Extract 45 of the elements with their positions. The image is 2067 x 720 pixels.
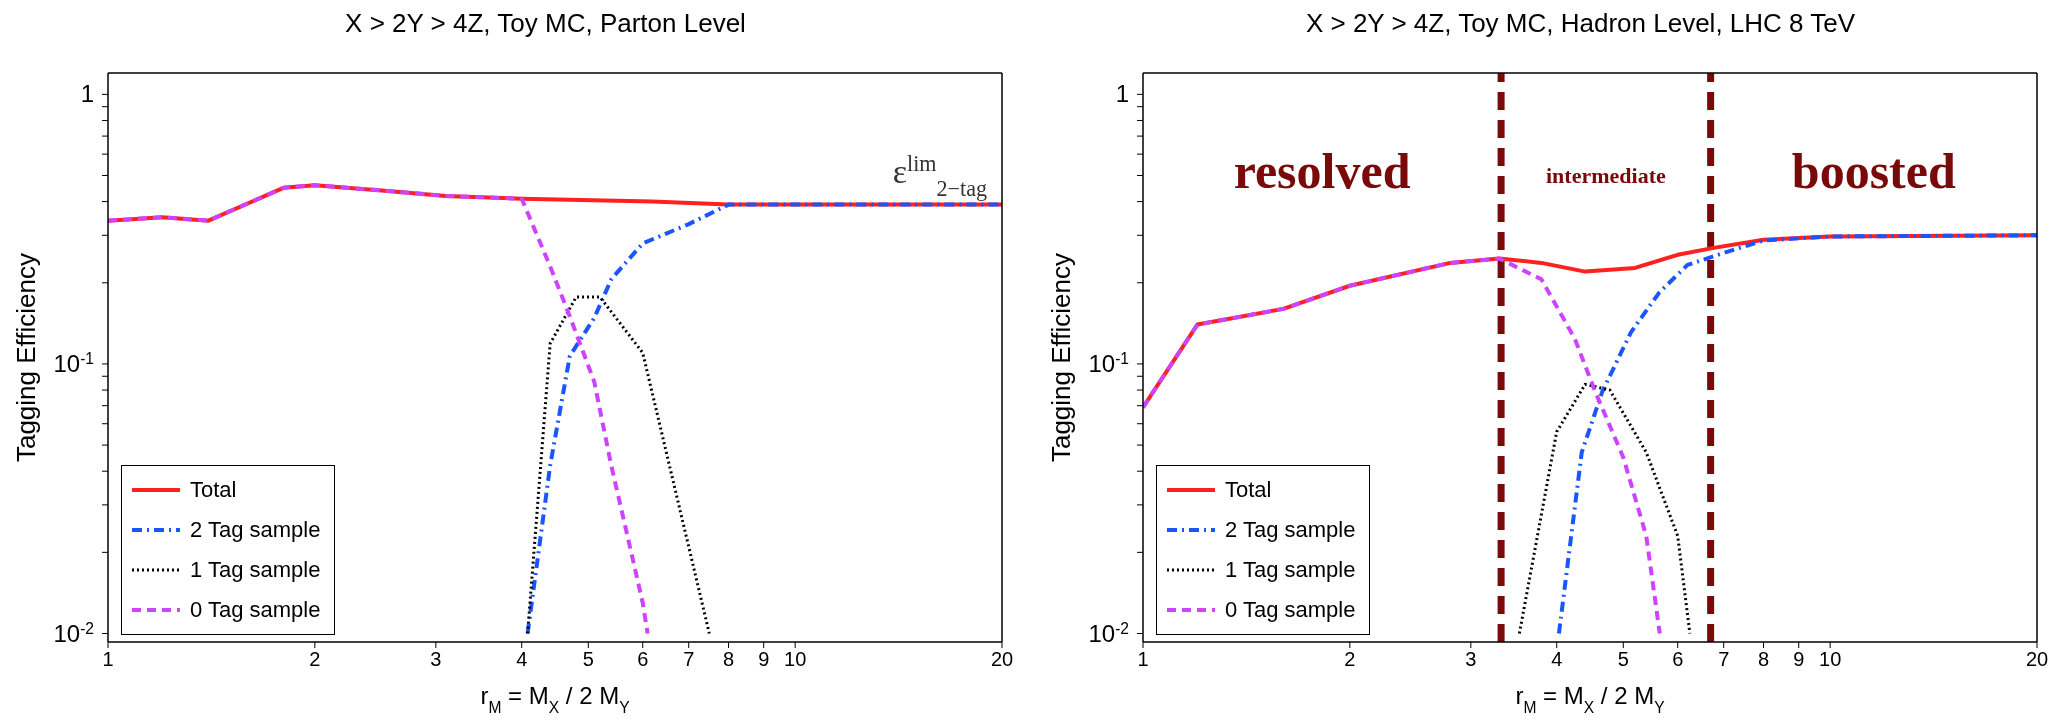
chart-title: X > 2Y > 4Z, Toy MC, Hadron Level, LHC 8 TeV: [1304, 8, 1857, 40]
x-tick-label: 6: [1672, 648, 1684, 670]
x-tick-label: 4: [1551, 648, 1563, 670]
y-tick-label: 1: [1115, 80, 1129, 108]
y-tick-label: 10$^{-1}$: [1088, 349, 1129, 377]
x-axis-title: r$_{M}$ = M$_{X}$ / 2 M$_{Y}$: [1515, 682, 1666, 716]
x-tick-label: 4: [516, 648, 528, 670]
x-tick-label: 8: [722, 648, 735, 670]
x-tick-label: 9: [1793, 648, 1805, 670]
legend-label: 1 Tag sample: [190, 557, 321, 583]
y-axis-title: Tagging Efficiency: [1046, 252, 1076, 463]
legend-label: 0 Tag sample: [190, 597, 321, 623]
annotation: intermediate: [1546, 163, 1666, 188]
x-tick-label: 6: [637, 648, 649, 670]
y-tick-label: 1: [80, 80, 94, 108]
legend-label: 0 Tag sample: [1225, 597, 1356, 623]
x-tick-label: 2: [309, 648, 321, 670]
y-tick-label: 10$^{-1}$: [53, 349, 94, 377]
legend-label: Total: [190, 477, 237, 503]
x-tick-label: 20: [2025, 648, 2049, 670]
x-tick-label: 9: [758, 648, 770, 670]
y-tick-label: 10$^{-2}$: [53, 619, 94, 647]
y-axis-title: Tagging Efficiency: [11, 252, 41, 463]
x-tick-label: 5: [1617, 648, 1629, 670]
x-tick-label: 7: [1718, 648, 1730, 670]
x-tick-label: 3: [430, 648, 442, 670]
x-tick-label: 2: [1344, 648, 1356, 670]
legend-label: 1 Tag sample: [1225, 557, 1356, 583]
annotation: resolved: [1233, 143, 1411, 199]
x-tick-label: 1: [1137, 648, 1149, 670]
x-tick-label: 7: [683, 648, 695, 670]
legend-label: Total: [1225, 477, 1272, 503]
legend-label: 2 Tag sample: [190, 517, 321, 543]
x-tick-label: 5: [582, 648, 594, 670]
annotation: boosted: [1791, 143, 1956, 199]
x-tick-label: 3: [1465, 648, 1477, 670]
x-axis-title: r$_{M}$ = M$_{X}$ / 2 M$_{Y}$: [480, 682, 631, 716]
y-tick-label: 10$^{-2}$: [1088, 619, 1129, 647]
x-tick-label: 10: [784, 648, 807, 670]
chart-title: X > 2Y > 4Z, Toy MC, Parton Level: [344, 8, 747, 40]
legend-label: 2 Tag sample: [1225, 517, 1356, 543]
x-tick-label: 8: [1757, 648, 1770, 670]
x-tick-label: 10: [1819, 648, 1842, 670]
x-tick-label: 20: [990, 648, 1014, 670]
x-tick-label: 1: [102, 648, 114, 670]
